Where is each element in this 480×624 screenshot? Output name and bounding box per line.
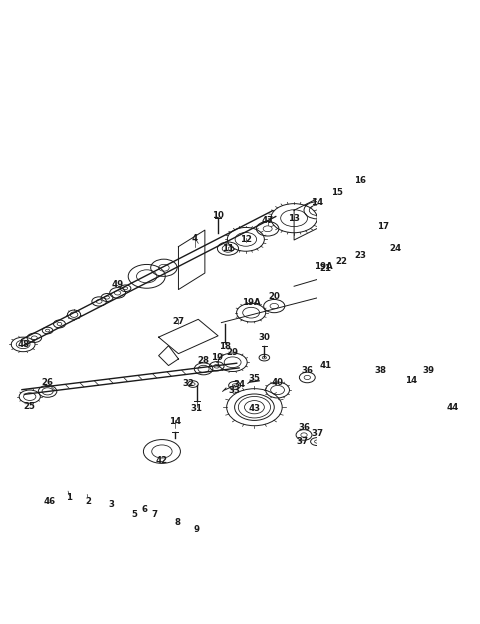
Text: 36: 36 — [301, 366, 313, 374]
Text: 34: 34 — [233, 379, 245, 389]
Text: 36: 36 — [298, 422, 310, 432]
Text: 46: 46 — [44, 497, 56, 505]
Text: 8: 8 — [174, 519, 180, 527]
Text: 39: 39 — [422, 366, 434, 374]
Text: 40: 40 — [272, 378, 284, 387]
Text: 12: 12 — [240, 235, 252, 245]
Text: 19A: 19A — [242, 298, 261, 307]
Text: 42: 42 — [156, 456, 168, 465]
Text: 29: 29 — [227, 348, 239, 357]
Text: 5: 5 — [131, 510, 137, 519]
Text: 25: 25 — [24, 402, 36, 411]
Text: 14: 14 — [169, 417, 181, 426]
Text: 26: 26 — [42, 378, 54, 387]
Text: 11: 11 — [222, 244, 234, 253]
Text: 19: 19 — [211, 353, 223, 362]
Text: 35: 35 — [249, 374, 260, 383]
Text: 15: 15 — [331, 188, 343, 197]
Text: 19A: 19A — [314, 262, 333, 271]
Text: 32: 32 — [182, 379, 194, 388]
Text: 37: 37 — [311, 429, 324, 438]
Text: 18: 18 — [219, 342, 231, 351]
Text: 44: 44 — [446, 402, 459, 412]
Text: 27: 27 — [172, 317, 184, 326]
Text: 2: 2 — [85, 497, 91, 505]
Text: 7: 7 — [151, 510, 157, 519]
Text: 24: 24 — [389, 244, 401, 253]
Text: 17: 17 — [377, 222, 389, 232]
Text: 37: 37 — [297, 437, 309, 446]
Text: 48: 48 — [17, 340, 29, 349]
Text: 6: 6 — [141, 505, 147, 514]
Text: 43: 43 — [248, 404, 261, 413]
Text: 21: 21 — [319, 264, 331, 273]
Text: 9: 9 — [194, 525, 200, 534]
Text: 49: 49 — [111, 280, 124, 289]
Text: 33: 33 — [228, 386, 240, 394]
Text: 38: 38 — [374, 366, 386, 374]
Text: 28: 28 — [198, 356, 210, 366]
Bar — [400, 409, 446, 443]
Text: 14: 14 — [311, 198, 324, 207]
Text: 16: 16 — [354, 176, 366, 185]
Text: 4: 4 — [192, 233, 198, 243]
Text: 10: 10 — [212, 211, 224, 220]
Text: 14: 14 — [405, 376, 417, 384]
Text: 13: 13 — [288, 213, 300, 223]
Text: 1: 1 — [66, 493, 72, 502]
Text: 23: 23 — [354, 251, 366, 260]
Text: 3: 3 — [108, 500, 114, 509]
Text: 30: 30 — [258, 333, 270, 342]
Text: 31: 31 — [191, 404, 203, 413]
Text: 41: 41 — [319, 361, 331, 370]
Text: 22: 22 — [335, 257, 347, 266]
Text: 47: 47 — [262, 216, 274, 225]
Text: 20: 20 — [268, 291, 280, 301]
